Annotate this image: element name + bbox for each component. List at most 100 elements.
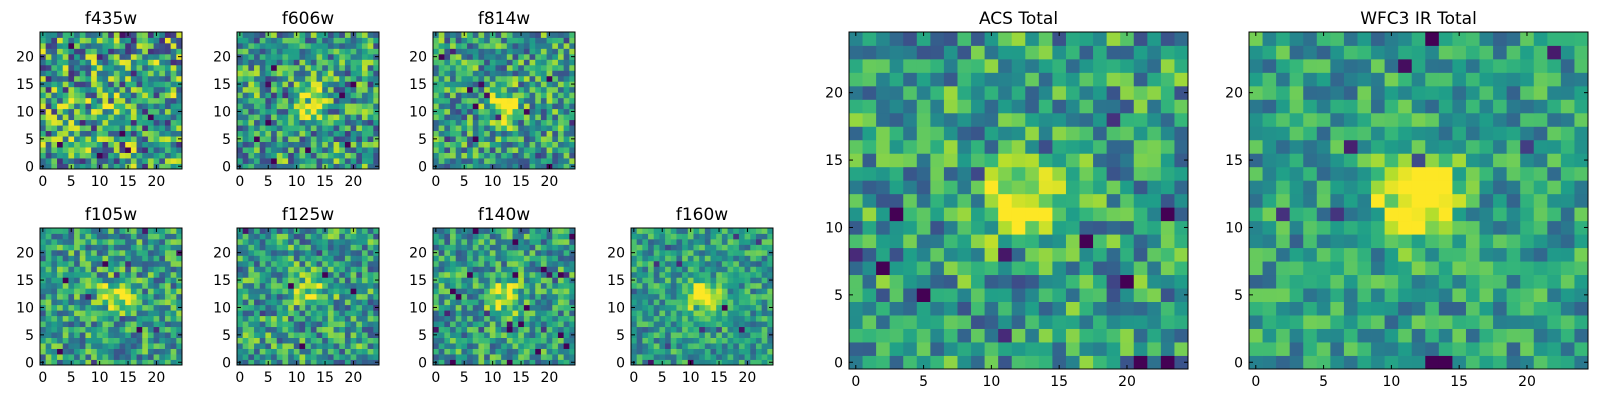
heatmap-cell <box>433 233 439 239</box>
heatmap-cell <box>260 54 266 60</box>
heatmap-cell <box>439 114 445 120</box>
heatmap-cell <box>46 48 52 54</box>
heatmap-cell <box>433 299 439 305</box>
heatmap-cell <box>271 266 277 272</box>
heatmap-cell <box>282 338 288 344</box>
heatmap-cell <box>558 316 564 322</box>
heatmap-cell <box>716 299 722 305</box>
heatmap-cell <box>80 98 86 104</box>
y-tick-label: 0 <box>25 355 34 371</box>
heatmap-cell <box>1093 207 1107 221</box>
heatmap-cell <box>317 70 323 76</box>
heatmap-cell <box>265 239 271 245</box>
heatmap-cell <box>456 266 462 272</box>
heatmap-cell <box>733 244 739 250</box>
heatmap-cell <box>1066 302 1080 316</box>
heatmap-cell <box>97 43 103 49</box>
heatmap-cell <box>513 261 519 267</box>
heatmap-cell <box>490 299 496 305</box>
heatmap-cell <box>334 310 340 316</box>
heatmap-cell <box>114 321 120 327</box>
heatmap-cell <box>495 142 501 148</box>
heatmap-cell <box>85 87 91 93</box>
heatmap-cell <box>362 37 368 43</box>
heatmap-cell <box>1080 288 1094 302</box>
heatmap-cell <box>120 120 126 126</box>
heatmap-cell <box>237 48 243 54</box>
heatmap-cell <box>648 277 654 283</box>
heatmap-cell <box>467 272 473 278</box>
heatmap-cell <box>957 288 971 302</box>
heatmap-cell <box>659 244 665 250</box>
heatmap-cell <box>339 131 345 137</box>
heatmap-cell <box>722 343 728 349</box>
heatmap-cell <box>154 272 160 278</box>
heatmap-cell <box>490 98 496 104</box>
heatmap-cell <box>373 120 379 126</box>
heatmap-cell <box>362 147 368 153</box>
heatmap-cell <box>903 167 917 181</box>
heatmap-cell <box>564 92 570 98</box>
heatmap-cell <box>317 65 323 71</box>
heatmap-cell <box>165 233 171 239</box>
heatmap-cell <box>467 114 473 120</box>
heatmap-cell <box>433 87 439 93</box>
heatmap-cell <box>120 244 126 250</box>
heatmap-cell <box>368 131 374 137</box>
y-tick-label: 20 <box>213 246 231 262</box>
heatmap-cell <box>351 233 357 239</box>
heatmap-cell <box>288 310 294 316</box>
heatmap-cell <box>97 109 103 115</box>
heatmap-cell <box>294 92 300 98</box>
heatmap-cell <box>716 338 722 344</box>
heatmap-cell <box>767 239 773 245</box>
heatmap-cell <box>254 43 260 49</box>
heatmap-cell <box>756 338 762 344</box>
heatmap-cell <box>484 288 490 294</box>
heatmap-cell <box>271 283 277 289</box>
heatmap-cell <box>265 299 271 305</box>
heatmap-cell <box>478 294 484 300</box>
heatmap-cell <box>63 37 69 43</box>
heatmap-cell <box>1080 275 1094 289</box>
heatmap-cell <box>114 142 120 148</box>
heatmap-cell <box>998 356 1012 370</box>
heatmap-cell <box>356 136 362 142</box>
heatmap-cell <box>114 120 120 126</box>
heatmap-cell <box>456 136 462 142</box>
heatmap-cell <box>243 272 249 278</box>
heatmap-cell <box>40 147 46 153</box>
heatmap-cell <box>154 76 160 82</box>
heatmap-cell <box>154 327 160 333</box>
heatmap-cell <box>120 103 126 109</box>
heatmap-cell <box>328 98 334 104</box>
heatmap-cell <box>248 103 254 109</box>
heatmap-cell <box>917 234 931 248</box>
heatmap-cell <box>91 131 97 137</box>
heatmap-cell <box>368 354 374 360</box>
heatmap-cell <box>971 342 985 356</box>
heatmap-cell <box>456 255 462 261</box>
heatmap-cell <box>564 70 570 76</box>
heatmap-cell <box>917 207 931 221</box>
heatmap-cell <box>1066 167 1080 181</box>
heatmap-cell <box>328 32 334 38</box>
heatmap-cell <box>265 70 271 76</box>
heatmap-cell <box>863 342 877 356</box>
heatmap-cell <box>80 37 86 43</box>
heatmap-cell <box>294 103 300 109</box>
heatmap-cell <box>328 87 334 93</box>
heatmap-cell <box>131 76 137 82</box>
heatmap-cell <box>345 120 351 126</box>
heatmap-cell <box>159 147 165 153</box>
heatmap-cell <box>260 283 266 289</box>
heatmap-cell <box>328 255 334 261</box>
heatmap-cell <box>373 103 379 109</box>
heatmap-cell <box>125 103 131 109</box>
x-tick-label: 15 <box>316 174 334 190</box>
heatmap-cell <box>165 294 171 300</box>
heatmap-cell <box>564 136 570 142</box>
heatmap-cell <box>530 70 536 76</box>
heatmap-cell <box>461 310 467 316</box>
heatmap-cell <box>849 302 863 316</box>
